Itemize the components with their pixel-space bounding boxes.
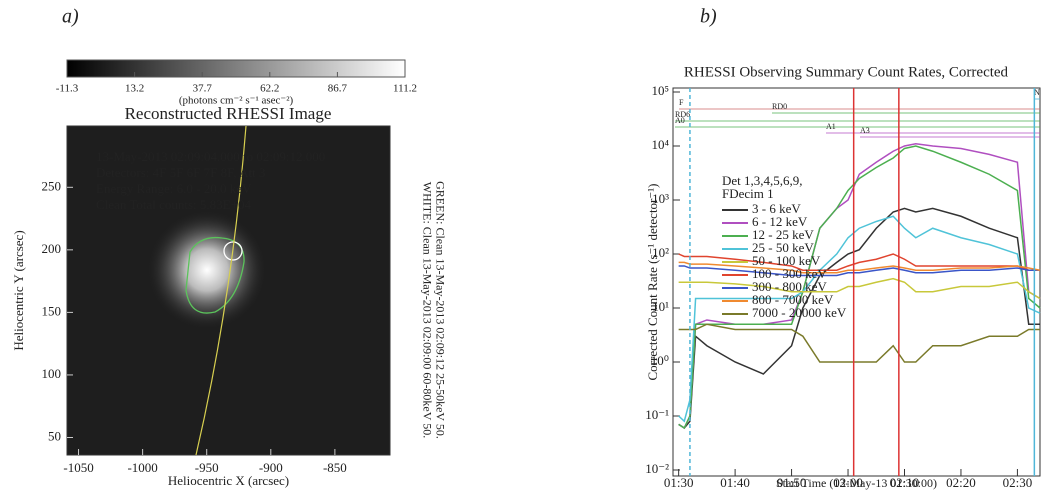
y-tick-label: 200 bbox=[42, 241, 62, 256]
x-tick-label: -1000 bbox=[127, 460, 157, 475]
y-tick-label: 50 bbox=[48, 428, 61, 443]
legend-header: Det 1,3,4,5,6,9, bbox=[722, 173, 803, 188]
annotation: Detectors: 4F 5F 6F 7F 8F, Att 3 bbox=[96, 165, 265, 180]
legend-label: 6 - 12 keV bbox=[752, 214, 808, 229]
y-tick-label: 10² bbox=[652, 245, 669, 260]
contour-green bbox=[185, 236, 245, 314]
state-label: A0 bbox=[675, 116, 685, 125]
series-line bbox=[678, 277, 1041, 300]
x-tick-label: 02:20 bbox=[946, 475, 976, 490]
y-tick-label: 250 bbox=[42, 178, 62, 193]
x-tick-label: 02:00 bbox=[833, 475, 863, 490]
legend-label: 50 - 100 keV bbox=[752, 253, 821, 268]
y-tick-label: 10¹ bbox=[652, 299, 669, 314]
colorbar-tick-label: 37.7 bbox=[193, 83, 213, 95]
annotation: Energy Range: 6.0 - 20.0 keV bbox=[96, 181, 252, 196]
contour-white bbox=[223, 241, 243, 261]
legend-label: 800 - 7000 keV bbox=[752, 292, 834, 307]
state-label: A3 bbox=[860, 126, 870, 135]
y-tick-label: 10⁵ bbox=[651, 83, 669, 98]
y-tick-label: 10⁻² bbox=[645, 461, 669, 476]
limb bbox=[195, 125, 247, 456]
y-tick-label: 10⁰ bbox=[651, 353, 669, 368]
colorbar-label: (photons cm⁻² s⁻¹ asec⁻²) bbox=[179, 95, 294, 107]
y-tick-label: 100 bbox=[42, 366, 62, 381]
series-line bbox=[678, 215, 1041, 423]
series-line bbox=[678, 323, 1040, 363]
series-line bbox=[678, 265, 1040, 277]
legend-label: 300 - 800 keV bbox=[752, 279, 827, 294]
state-label: RD0 bbox=[772, 102, 787, 111]
side-note: GREEN: Clean 13-May-2013 02:09:12 25-50k… bbox=[433, 181, 447, 439]
state-label: F bbox=[679, 98, 684, 107]
chart-title: Reconstructed RHESSI Image bbox=[125, 104, 332, 123]
x-tick-label: 01:30 bbox=[664, 475, 694, 490]
annotation: 13-May-2013 02:09:04.000 to 02:09:12.000 bbox=[96, 149, 325, 164]
series-line bbox=[678, 207, 1040, 429]
x-tick-label: 01:40 bbox=[720, 475, 750, 490]
legend-label: 25 - 50 keV bbox=[752, 240, 814, 255]
x-tick-label: 02:10 bbox=[890, 475, 920, 490]
x-tick-label: -1050 bbox=[63, 460, 93, 475]
state-label: RD6 bbox=[675, 110, 690, 119]
colorbar-tick-label: 13.2 bbox=[125, 83, 144, 95]
state-label: A1 bbox=[826, 122, 836, 131]
plot-frame bbox=[672, 87, 1041, 477]
annotation: Clean Total counts: 5.83E+04 bbox=[96, 197, 251, 212]
y-tick-label: 10⁴ bbox=[651, 137, 669, 152]
x-axis-label: Start Time (13-May-13 01:30:00) bbox=[776, 476, 937, 490]
panel-label: b) bbox=[700, 6, 717, 28]
legend-label: 100 - 300 keV bbox=[752, 266, 827, 281]
x-tick-label: -850 bbox=[323, 460, 347, 475]
colorbar-tick-label: 62.2 bbox=[260, 83, 279, 95]
colorbar-tick-label: 86.7 bbox=[328, 83, 348, 95]
x-tick-label: 02:30 bbox=[1003, 475, 1033, 490]
panel-label: a) bbox=[62, 6, 79, 28]
series-line bbox=[678, 143, 1041, 430]
x-tick-label: 01:50 bbox=[777, 475, 807, 490]
y-tick-label: 10⁻¹ bbox=[645, 407, 669, 422]
y-tick-label: 10³ bbox=[652, 191, 669, 206]
y-axis-label: Corrected Count Rate (s⁻¹ detector⁻¹) bbox=[645, 184, 660, 381]
state-label: N bbox=[1034, 88, 1040, 97]
legend-label: 3 - 6 keV bbox=[752, 201, 801, 216]
chart-title: RHESSI Observing Summary Count Rates, Co… bbox=[684, 64, 1009, 80]
source bbox=[147, 210, 267, 330]
series-line bbox=[678, 261, 1041, 274]
legend-label: 7000 - 20000 keV bbox=[752, 305, 847, 320]
x-tick-label: -950 bbox=[195, 460, 219, 475]
series-line bbox=[678, 253, 1040, 272]
colorbar-tick-label: -11.3 bbox=[56, 83, 79, 95]
legend-label: 12 - 25 keV bbox=[752, 227, 814, 242]
legend-header: FDecim 1 bbox=[722, 186, 774, 201]
colorbar bbox=[66, 59, 406, 78]
y-tick-label: 150 bbox=[42, 303, 62, 318]
side-note: WHITE: Clean 13-May-2013 02:09:00 60-80k… bbox=[420, 182, 434, 438]
series-line bbox=[678, 145, 1041, 430]
y-axis-label: Heliocentric Y (arcsec) bbox=[11, 230, 26, 350]
x-axis-label: Heliocentric X (arcsec) bbox=[168, 473, 289, 488]
colorbar-tick-label: 111.2 bbox=[393, 83, 417, 95]
x-tick-label: -900 bbox=[259, 460, 283, 475]
